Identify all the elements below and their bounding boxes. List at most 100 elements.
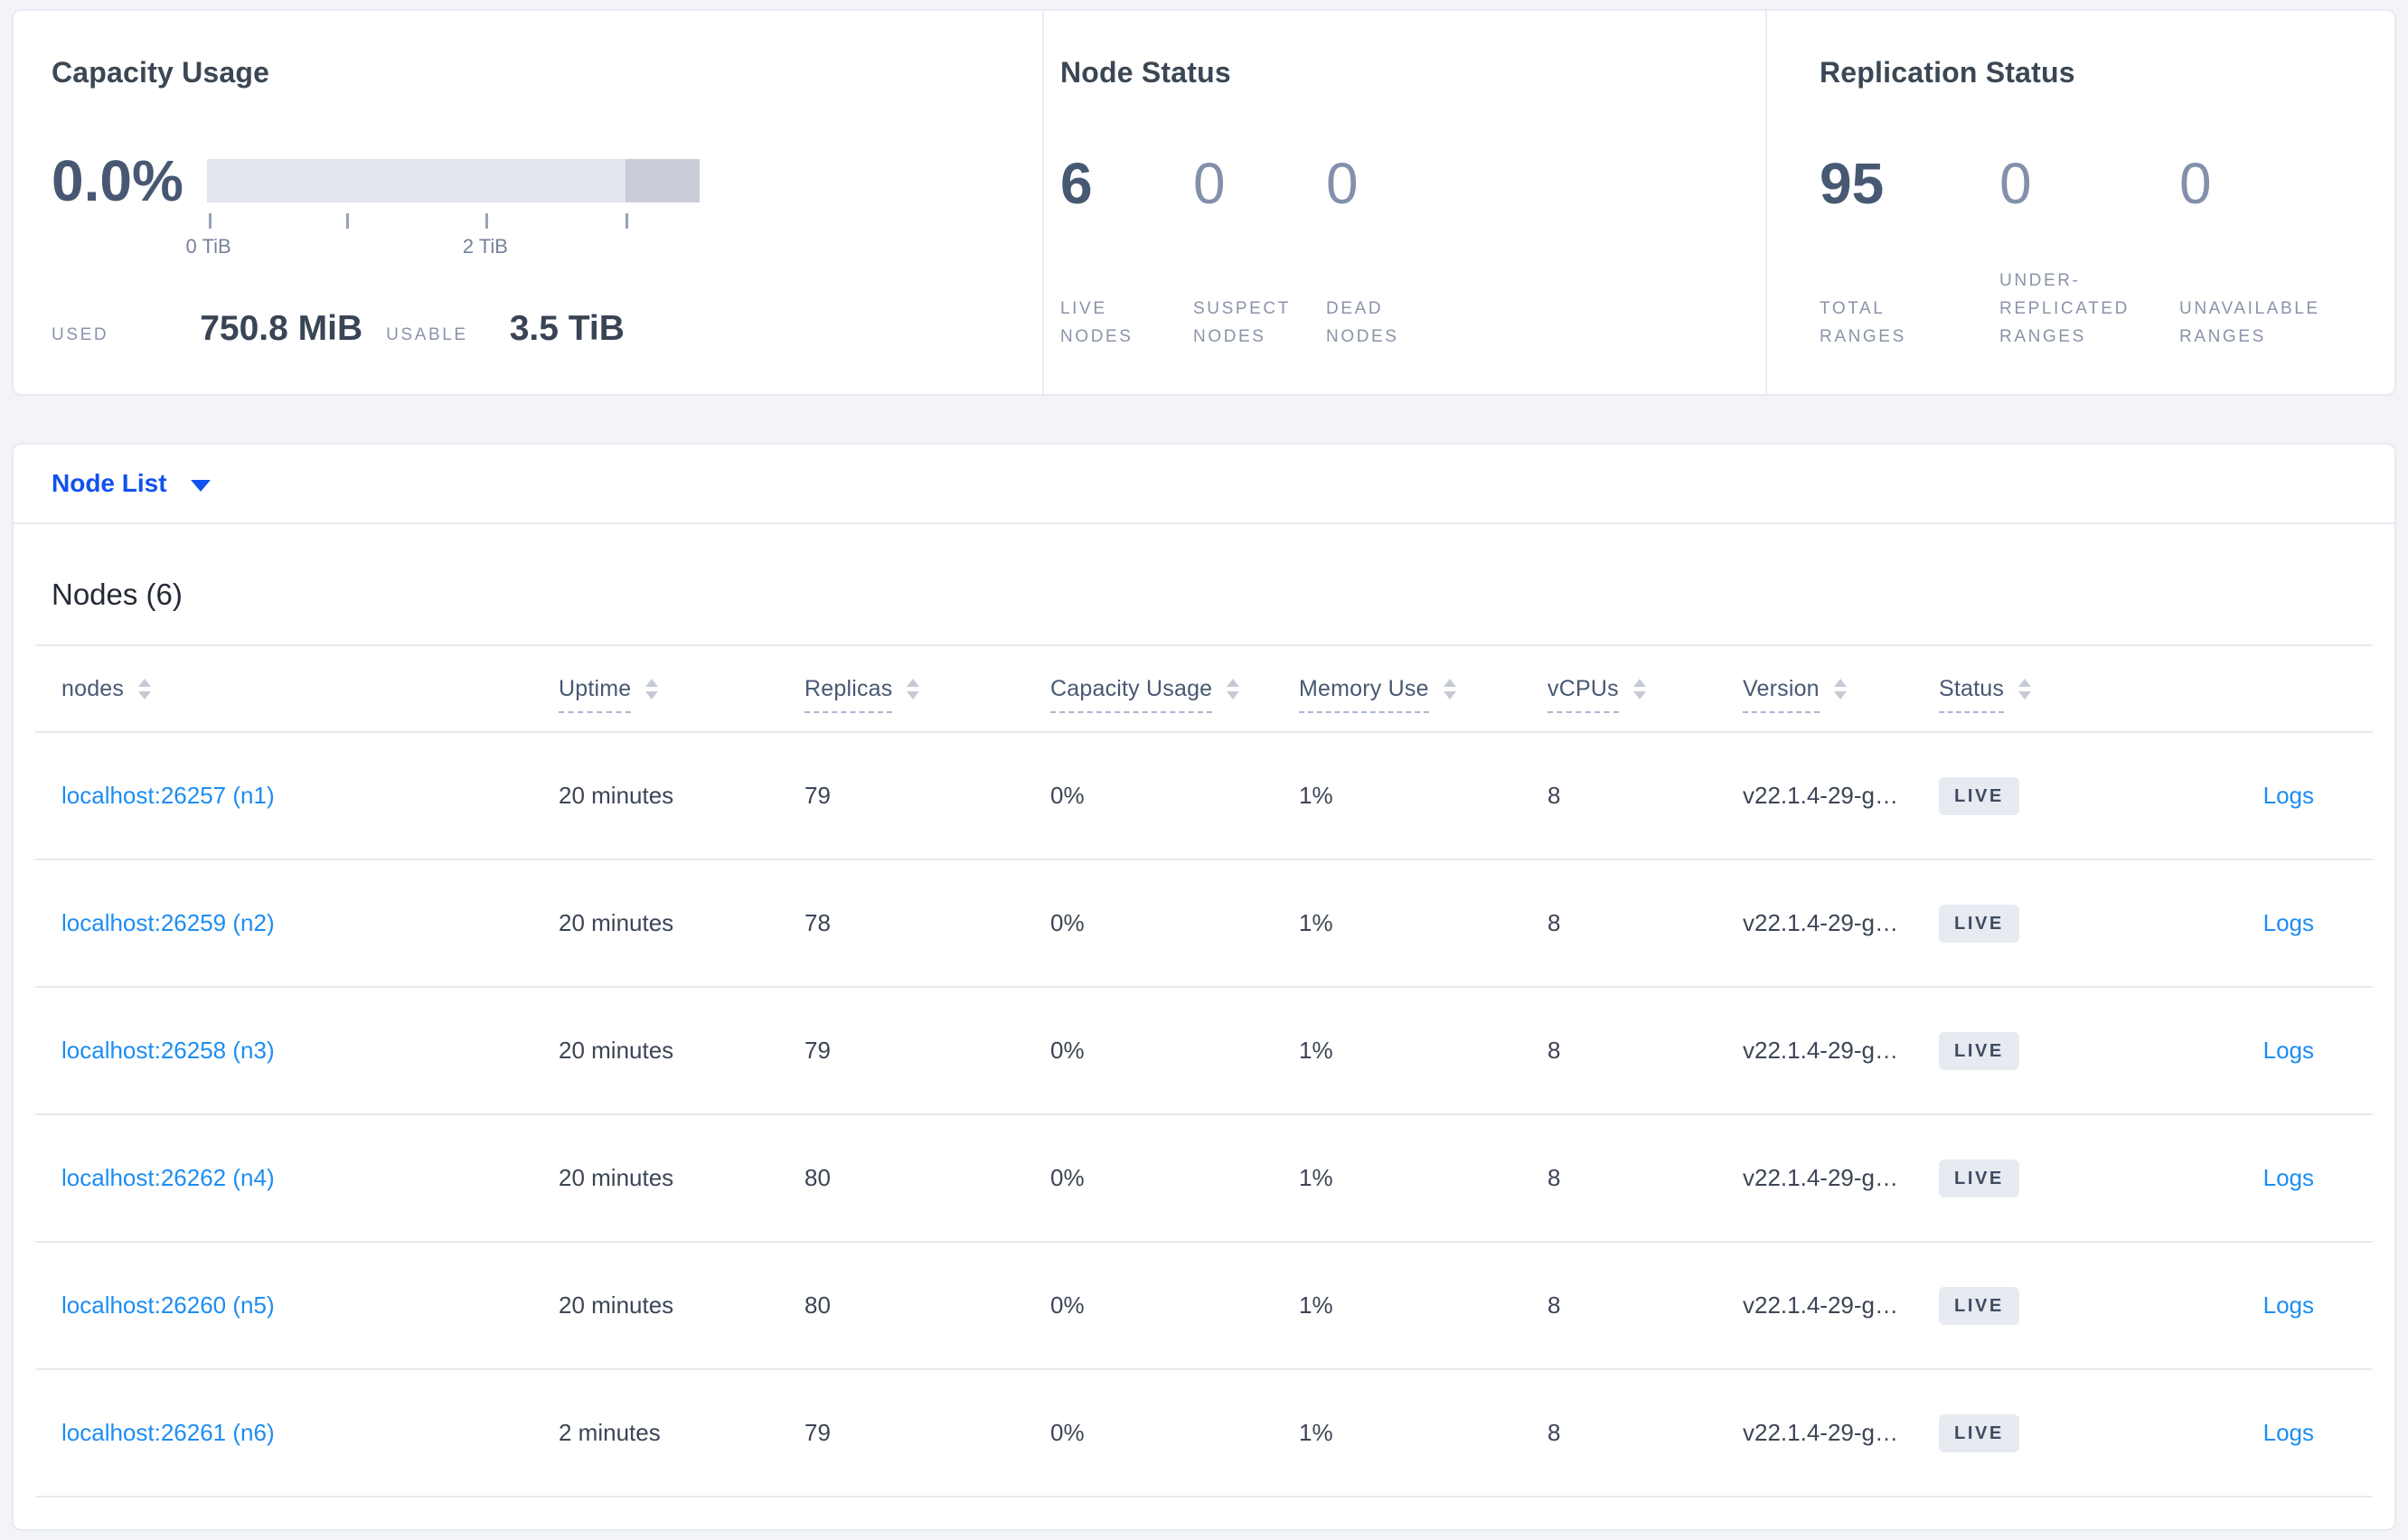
sort-up-arrow-icon (1833, 678, 1847, 687)
nodes-table-heading: Nodes (6) (52, 578, 183, 611)
version-cell: v22.1.4-29-g… (1743, 1164, 1898, 1191)
capacity-usage-title: Capacity Usage (52, 56, 270, 89)
node-link[interactable]: localhost:26260 (n5) (61, 1291, 275, 1319)
sort-icon (1833, 678, 1847, 700)
column-header-label: Status (1939, 676, 2005, 713)
status-badge: LIVE (1939, 776, 2019, 815)
sort-down-arrow-icon (645, 690, 659, 700)
sort-up-arrow-icon (138, 678, 152, 687)
column-header-label: vCPUs (1547, 676, 1619, 713)
logs-link[interactable]: Logs (2262, 1037, 2314, 1064)
nodes-table-body: localhost:26257 (n1) 20 minutes 79 0% 1% 8 v22… (35, 733, 2373, 1498)
uptime-cell: 2 minutes (559, 1419, 661, 1446)
logs-cell: Logs (2166, 1164, 2373, 1192)
node-status-panel: Node Status 6 LIVE NODES 0 SUSPECT NODES 0 DE… (1042, 11, 1765, 394)
uptime-cell: 20 minutes (559, 782, 674, 809)
sort-icon (1443, 678, 1456, 700)
column-header-status[interactable]: Status (1913, 676, 2166, 713)
status-cell: LIVE (1913, 1031, 2166, 1070)
stat-label: LIVE NODES (1060, 299, 1133, 346)
logs-link[interactable]: Logs (2262, 1164, 2314, 1191)
summary-stat: 0 UNDER- REPLICATED RANGES (1999, 154, 2179, 351)
sort-up-arrow-icon (2018, 678, 2032, 687)
column-header-memory-use[interactable]: Memory Use (1273, 676, 1521, 713)
used-value: 750.8 MiB (200, 309, 363, 348)
gauge-tick (346, 213, 350, 229)
sort-icon (907, 678, 920, 700)
column-header-version[interactable]: Version (1717, 676, 1913, 713)
column-header-nodes[interactable]: nodes (35, 676, 532, 702)
stat-label: SUSPECT NODES (1193, 299, 1291, 346)
status-cell: LIVE (1913, 1286, 2166, 1325)
logs-link[interactable]: Logs (2262, 782, 2314, 809)
uptime-cell: 20 minutes (559, 1291, 674, 1319)
column-header-label: Memory Use (1299, 676, 1429, 713)
memory-use-cell: 1% (1299, 909, 1333, 936)
uptime-cell: 20 minutes (559, 1164, 674, 1191)
logs-link[interactable]: Logs (2262, 1291, 2314, 1319)
memory-use-cell: 1% (1299, 1164, 1333, 1191)
vcpus-cell: 8 (1547, 1164, 1561, 1191)
sort-icon (2018, 678, 2032, 700)
memory-use-cell: 1% (1299, 782, 1333, 809)
memory-use-cell: 1% (1299, 1291, 1333, 1319)
vcpus-cell: 8 (1547, 1419, 1561, 1446)
sort-up-arrow-icon (1443, 678, 1456, 687)
status-badge: LIVE (1939, 1286, 2019, 1325)
capacity-gauge-bar (207, 159, 700, 202)
status-cell: LIVE (1913, 1159, 2166, 1197)
table-row: localhost:26257 (n1) 20 minutes 79 0% 1% 8 v22… (35, 733, 2373, 860)
status-badge: LIVE (1939, 1159, 2019, 1197)
node-link[interactable]: localhost:26261 (n6) (61, 1419, 275, 1446)
stat-value: 0 (2179, 151, 2212, 216)
column-header-vcpus[interactable]: vCPUs (1521, 676, 1717, 713)
column-header-uptime[interactable]: Uptime (532, 676, 778, 713)
node-link[interactable]: localhost:26258 (n3) (61, 1037, 275, 1064)
view-selector-dropdown[interactable]: Node List (14, 445, 2394, 524)
memory-use-cell: 1% (1299, 1419, 1333, 1446)
logs-cell: Logs (2166, 1291, 2373, 1319)
vcpus-cell: 8 (1547, 1291, 1561, 1319)
replication-status-title: Replication Status (1820, 56, 2075, 89)
node-cell: localhost:26261 (n6) (35, 1419, 532, 1447)
replicas-cell: 79 (804, 1419, 831, 1446)
sort-icon (138, 678, 152, 700)
node-link[interactable]: localhost:26259 (n2) (61, 909, 275, 936)
replicas-cell: 78 (804, 909, 831, 936)
node-cell: localhost:26259 (n2) (35, 909, 532, 937)
capacity-usage-panel: Capacity Usage 0.0% 0 TiB 2 TiB USED 750.… (14, 11, 1042, 394)
logs-cell: Logs (2166, 1419, 2373, 1447)
used-label: USED (52, 325, 109, 344)
sort-icon (1227, 678, 1240, 700)
usable-label: USABLE (386, 325, 468, 344)
replication-status-stats: 95 TOTAL RANGES 0 UNDER- REPLICATED RANGES 0… (1820, 154, 2394, 351)
status-cell: LIVE (1913, 1413, 2166, 1452)
logs-link[interactable]: Logs (2262, 1419, 2314, 1446)
node-link[interactable]: localhost:26257 (n1) (61, 782, 275, 809)
status-cell: LIVE (1913, 904, 2166, 943)
column-header-replicas[interactable]: Replicas (778, 676, 1024, 713)
column-header-label: Replicas (804, 676, 893, 713)
stat-value: 95 (1820, 151, 1885, 216)
node-cell: localhost:26258 (n3) (35, 1037, 532, 1065)
sort-up-arrow-icon (907, 678, 920, 687)
nodes-table-header: nodes Uptime Replicas Capacity Usage Memory … (35, 644, 2373, 733)
version-cell: v22.1.4-29-g… (1743, 909, 1898, 936)
uptime-cell: 20 minutes (559, 909, 674, 936)
sort-icon (1632, 678, 1646, 700)
stat-label: UNAVAILABLE RANGES (2179, 299, 2320, 346)
replication-status-panel: Replication Status 95 TOTAL RANGES 0 UNDER-… (1765, 11, 2394, 394)
version-cell: v22.1.4-29-g… (1743, 1037, 1898, 1064)
stat-value: 0 (1326, 151, 1359, 216)
sort-icon (645, 678, 659, 700)
sort-down-arrow-icon (1227, 690, 1240, 700)
column-header-capacity-usage[interactable]: Capacity Usage (1024, 676, 1273, 713)
sort-up-arrow-icon (645, 678, 659, 687)
logs-link[interactable]: Logs (2262, 909, 2314, 936)
capacity-percent: 0.0% (52, 148, 183, 213)
logs-cell: Logs (2166, 909, 2373, 937)
chevron-down-icon (190, 479, 211, 492)
sort-down-arrow-icon (1632, 690, 1646, 700)
sort-down-arrow-icon (2018, 690, 2032, 700)
node-link[interactable]: localhost:26262 (n4) (61, 1164, 275, 1191)
